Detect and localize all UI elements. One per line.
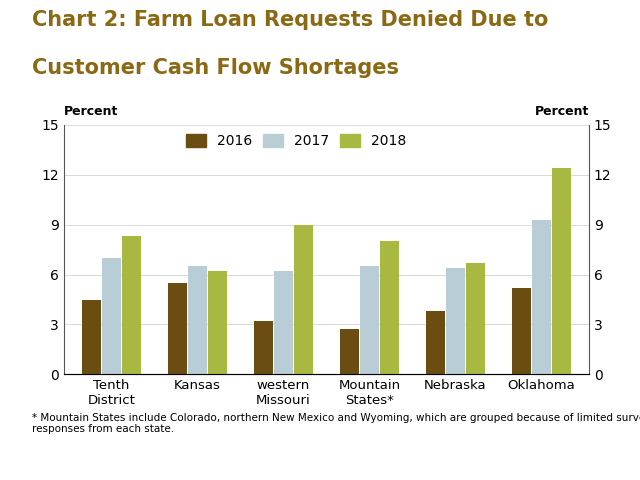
Bar	[82, 300, 101, 374]
Bar	[188, 266, 207, 374]
Text: Chart 2: Farm Loan Requests Denied Due to: Chart 2: Farm Loan Requests Denied Due t…	[32, 10, 548, 30]
Bar	[466, 263, 484, 374]
Bar	[254, 321, 273, 374]
Bar	[208, 271, 227, 374]
Text: Customer Cash Flow Shortages: Customer Cash Flow Shortages	[32, 58, 399, 78]
Text: Percent: Percent	[534, 105, 589, 118]
Bar	[446, 268, 465, 374]
Text: * Mountain States include Colorado, northern New Mexico and Wyoming, which are g: * Mountain States include Colorado, nort…	[32, 413, 640, 434]
Bar	[552, 168, 571, 374]
Bar	[102, 258, 121, 374]
Bar	[380, 241, 399, 374]
Legend: 2016, 2017, 2018: 2016, 2017, 2018	[186, 134, 406, 148]
Bar	[532, 220, 551, 374]
Bar	[122, 236, 141, 374]
Bar	[426, 311, 445, 374]
Bar	[360, 266, 379, 374]
Bar	[168, 283, 187, 374]
Bar	[512, 288, 531, 374]
Bar	[294, 225, 312, 374]
Bar	[274, 271, 292, 374]
Text: Percent: Percent	[64, 105, 118, 118]
Bar	[340, 329, 359, 374]
